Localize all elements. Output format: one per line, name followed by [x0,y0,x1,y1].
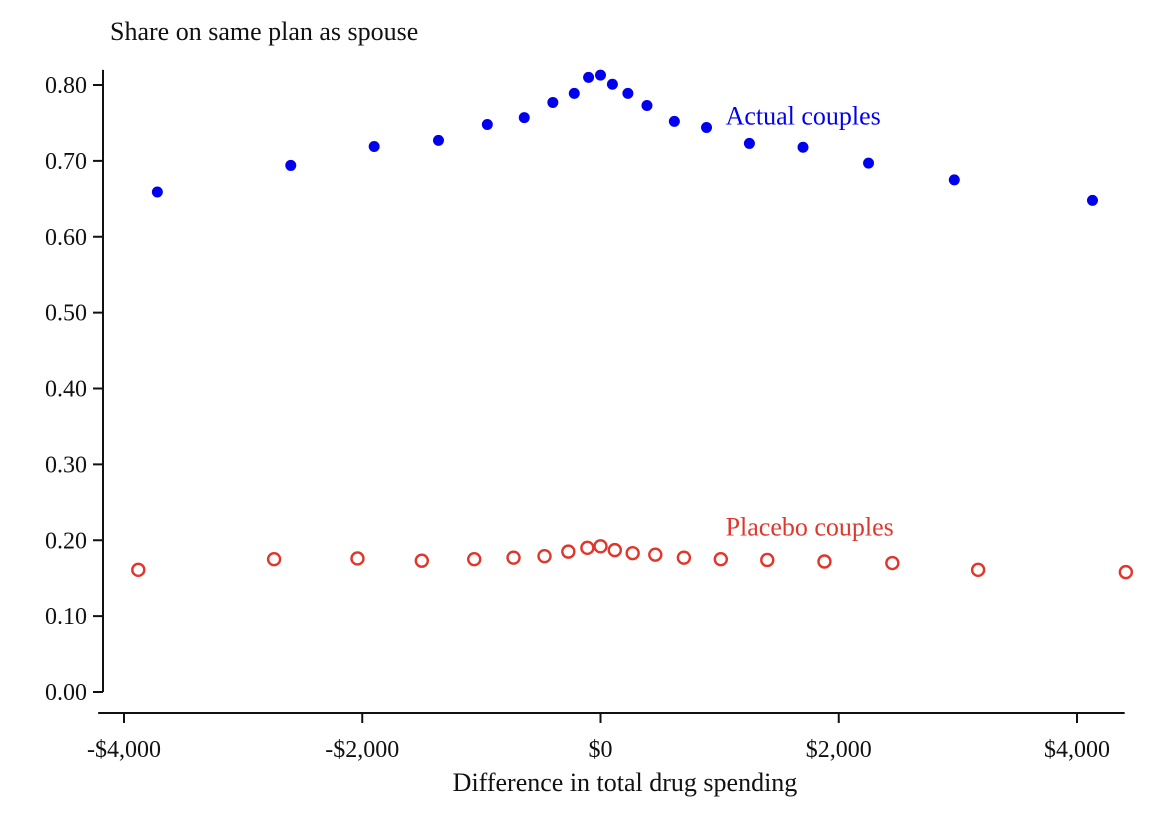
data-point [760,552,775,568]
x-tick-label: $4,000 [1044,737,1110,763]
data-point [368,140,380,152]
data-point [285,159,297,171]
data-point [561,544,576,559]
data-point [518,112,530,124]
series-label: Placebo couples [726,513,894,542]
x-axis-ticks: -$4,000 -$2,000 $0 $2,000 $4,000 [87,713,1110,763]
data-point [432,134,444,146]
y-tick-label: 0.30 [45,452,87,478]
data-point [266,552,282,567]
y-tick-label: 0.70 [45,149,87,175]
data-point [713,552,729,567]
data-point [350,551,365,566]
data-point [537,548,552,564]
data-point [863,157,875,169]
data-point [151,186,163,198]
x-tick-label: $0 [589,737,613,763]
data-point [648,547,663,562]
data-point [970,562,986,578]
x-tick-label: $2,000 [806,737,872,763]
series-placebo-couples: Placebo couples [131,513,1134,580]
data-point [467,552,482,567]
series-layer: Actual couples Placebo couples [131,69,1134,580]
series-label: Actual couples [726,101,881,130]
y-tick-label: 0.80 [45,73,87,99]
data-point [593,539,608,554]
data-point [817,554,832,569]
data-point [948,174,960,186]
x-tick-label: -$4,000 [87,737,161,763]
data-point [625,545,640,561]
data-point [1118,564,1134,580]
y-axis-title: Share on same plan as spouse [110,17,418,46]
data-point [641,99,653,111]
data-point [583,71,595,83]
x-tick-label: -$2,000 [325,737,399,763]
data-point [676,550,692,565]
data-point [595,69,606,81]
y-tick-label: 0.40 [45,377,87,403]
y-tick-label: 0.60 [45,225,87,251]
y-tick-label: 0.10 [45,604,87,630]
data-point [547,96,559,108]
data-point [131,562,146,578]
data-point [622,87,634,99]
data-point [701,121,713,133]
axes: 0.00 0.10 0.20 0.30 0.40 0.50 0.60 0.70 0.80 -$4… [45,69,1125,763]
data-point [1086,194,1098,206]
data-point [606,78,618,90]
y-axis-ticks: 0.00 0.10 0.20 0.30 0.40 0.50 0.60 0.70 0.80 [45,73,103,706]
x-axis-title: Difference in total drug spending [453,768,798,797]
data-point [568,87,580,99]
data-point [668,115,680,127]
data-point [607,542,622,558]
data-point [481,118,493,130]
data-point [506,550,521,565]
data-point [797,141,809,153]
series-actual-couples: Actual couples [151,69,1098,206]
data-point [580,540,595,556]
data-point [743,137,755,149]
y-tick-label: 0.00 [45,680,87,706]
data-point [414,553,430,568]
y-tick-label: 0.50 [45,301,87,327]
data-point [885,555,900,571]
y-tick-label: 0.20 [45,528,87,554]
